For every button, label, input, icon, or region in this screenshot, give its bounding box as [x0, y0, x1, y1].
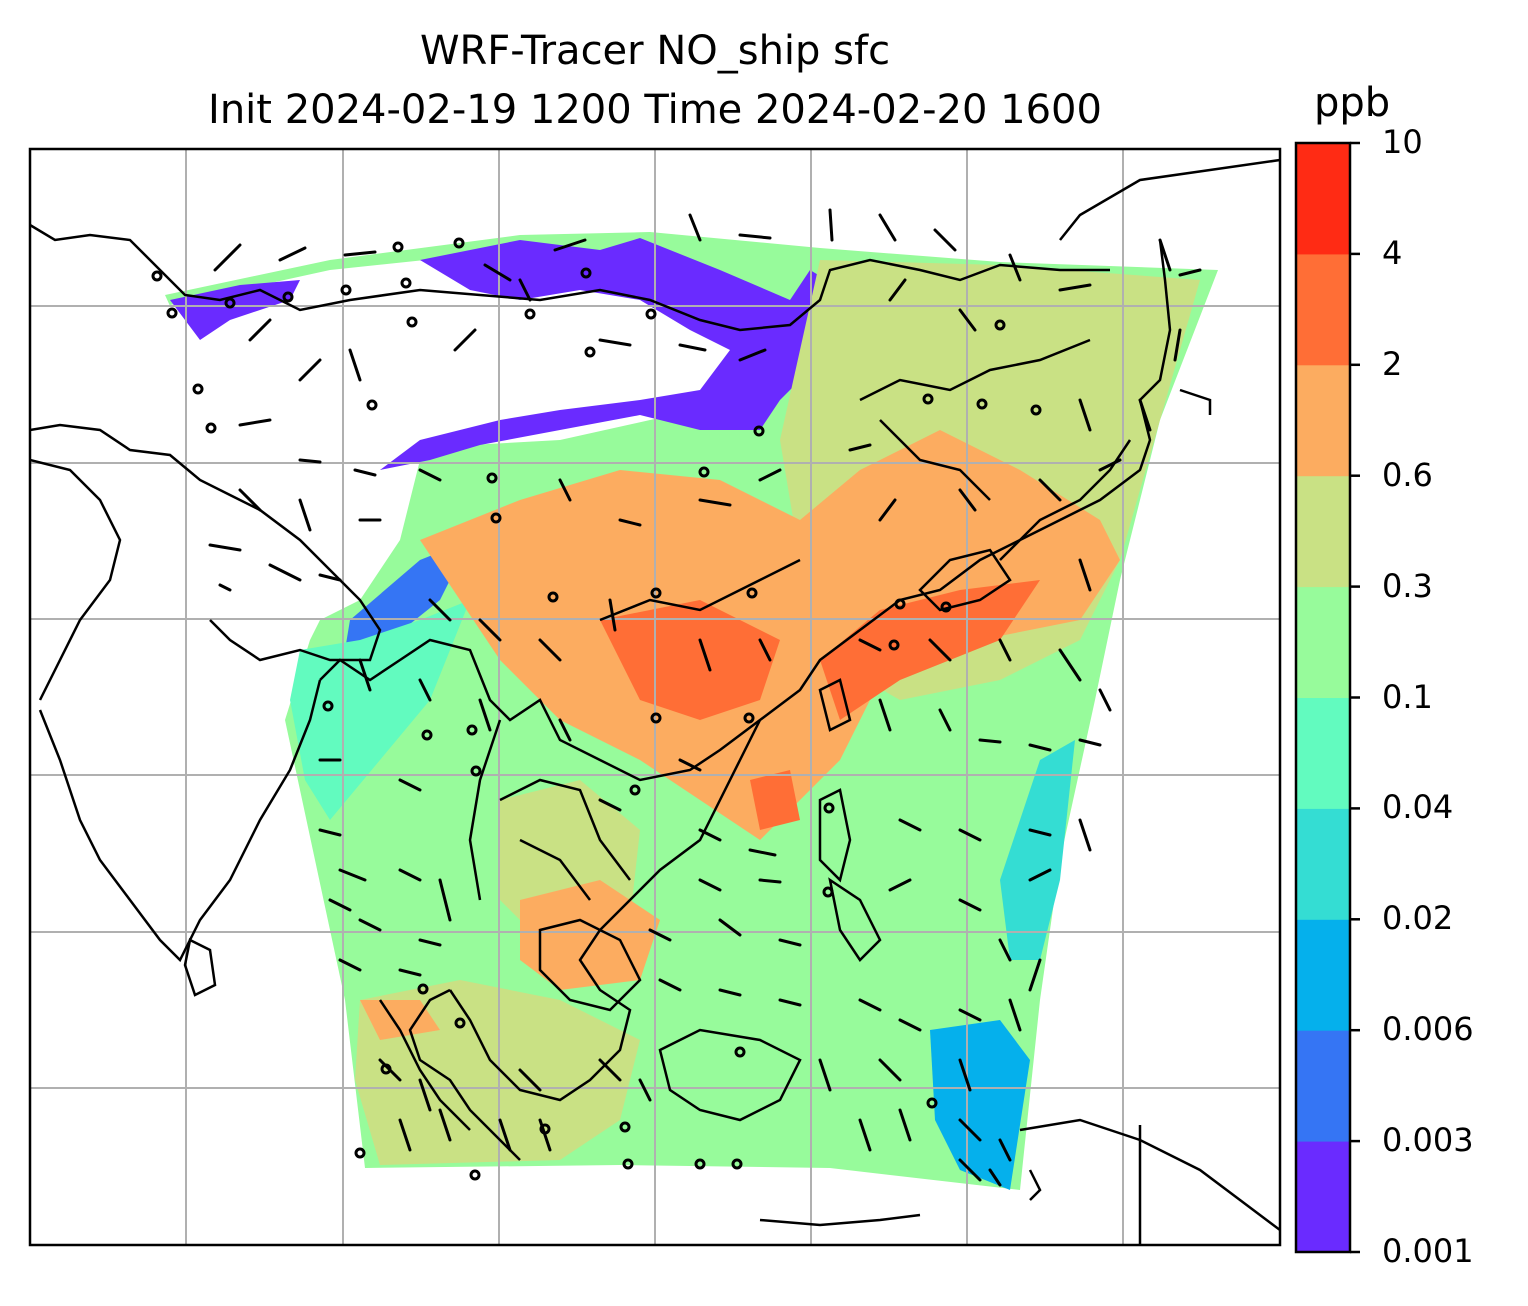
field-low-band [170, 238, 860, 470]
colorbar-segment [1296, 697, 1350, 809]
colorbar-tick-label: 0.1 [1382, 677, 1433, 716]
field-west-cyan [290, 600, 470, 820]
colorbar-segment [1296, 808, 1350, 920]
map-title-line1: WRF-Tracer NO_ship sfc [419, 28, 891, 74]
colorbar-tick-label: 0.006 [1382, 1010, 1474, 1049]
colorbar-segment [1296, 143, 1350, 255]
colorbar-tick-label: 0.04 [1382, 788, 1454, 827]
colorbar-tick-label: 0.3 [1382, 566, 1433, 605]
colorbar-segment [1296, 1030, 1350, 1142]
gridlines [30, 149, 1280, 1245]
colorbar-segment [1296, 586, 1350, 698]
colorbar [1296, 143, 1350, 1253]
field-high-malacca [360, 1000, 440, 1040]
colorbar-tick-label: 0.6 [1382, 455, 1433, 494]
map-frame [28, 147, 1282, 1247]
colorbar-segment [1296, 919, 1350, 1031]
colorbar-segment [1296, 253, 1350, 366]
field-east-cyan [1000, 740, 1075, 960]
colorbar-tick-label: 2 [1382, 344, 1403, 383]
field-peak-south [750, 770, 800, 830]
field-high-gulf [520, 880, 660, 990]
colorbar-tick-label: 0.003 [1382, 1121, 1474, 1160]
colorbar-segment [1296, 475, 1350, 588]
colorbar-tick-label: 0.001 [1382, 1232, 1474, 1270]
colorbar-tick-label: 4 [1382, 233, 1403, 272]
field-peak-inland [600, 600, 780, 720]
coastlines [30, 158, 1280, 1245]
colorbar-ticks [1350, 141, 1360, 1254]
map-panel [30, 149, 1280, 1245]
colorbar-tick-label: 10 [1382, 123, 1423, 161]
map-title-line2: Init 2024-02-19 1200 Time 2024-02-20 160… [208, 87, 1102, 133]
field-peak-coast [820, 580, 1040, 720]
calm-circles [151, 237, 1042, 1181]
colorbar-segment [1296, 364, 1350, 477]
colorbar-unit: ppb [1314, 80, 1391, 126]
colorbar-segment [1296, 1141, 1350, 1253]
colorbar-tick-label: 0.02 [1382, 899, 1454, 938]
tracer-field [165, 232, 1218, 1190]
